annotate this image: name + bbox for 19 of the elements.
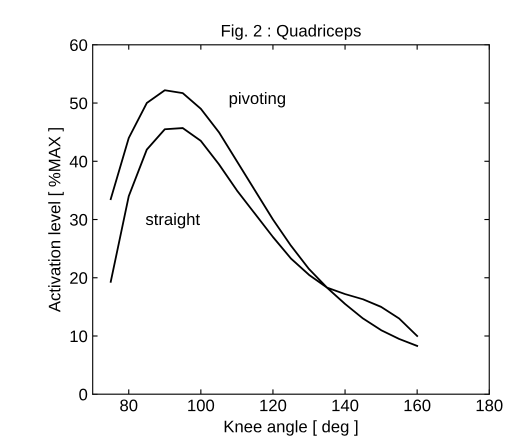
x-tick-label: 140 [332,400,358,412]
x-axis-title: Knee angle [ deg ] [224,420,358,436]
y-tick-label: 10 [70,330,88,342]
y-axis-title: Activation level [ %MAX ] [48,128,64,312]
x-tick-label: 160 [404,400,430,412]
series-label: straight [146,212,200,228]
series-label: pivoting [230,92,285,108]
y-tick-label: 60 [70,39,88,52]
y-tick-label: 0 [79,388,88,400]
y-tick-label: 20 [70,272,88,284]
x-tick-label: 80 [120,400,138,412]
y-tick-label: 40 [70,156,88,168]
x-tick-label: 120 [260,400,286,412]
chart-title: Fig. 2 : Quadriceps [222,24,361,40]
y-tick-label: 50 [70,97,88,110]
x-tick-label: 180 [476,400,503,412]
y-tick-label: 30 [70,214,88,226]
x-tick-label: 100 [188,400,214,412]
line-series [110,89,418,347]
